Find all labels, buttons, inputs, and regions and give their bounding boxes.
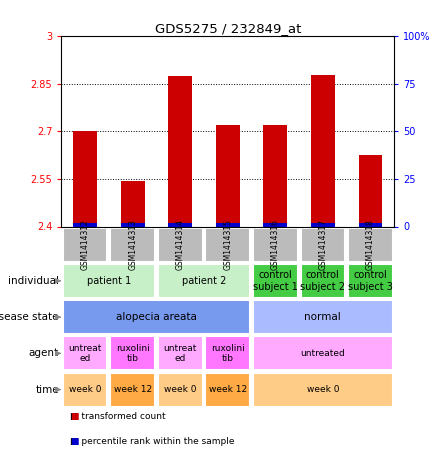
Text: ruxolini
tib: ruxolini tib [211, 344, 245, 363]
Text: GSM1414314: GSM1414314 [176, 219, 185, 270]
Bar [263, 223, 287, 226]
Bar [311, 223, 335, 226]
Text: GSM1414315: GSM1414315 [223, 219, 232, 270]
Bar [110, 227, 155, 262]
Text: time: time [35, 385, 59, 395]
Bar [300, 264, 345, 298]
Text: untreated: untreated [300, 349, 345, 358]
Bar [253, 300, 393, 334]
Bar [359, 223, 382, 226]
Text: GSM1414318: GSM1414318 [366, 219, 375, 270]
Bar [348, 227, 393, 262]
Text: ruxolini
tib: ruxolini tib [116, 344, 149, 363]
Text: week 12: week 12 [113, 385, 152, 394]
Title: GDS5275 / 232849_at: GDS5275 / 232849_at [155, 22, 301, 35]
Bar [359, 155, 382, 226]
Bar [121, 223, 145, 226]
Text: GSM1414312: GSM1414312 [81, 219, 90, 270]
Bar [73, 223, 97, 226]
Text: ■: ■ [70, 412, 78, 421]
Bar [216, 223, 240, 226]
Text: patient 1: patient 1 [87, 276, 131, 286]
Bar [168, 76, 192, 226]
Bar [63, 372, 107, 407]
Text: week 12: week 12 [208, 385, 247, 394]
Bar [158, 336, 202, 371]
Bar [168, 223, 192, 226]
Bar [311, 75, 335, 226]
Bar [121, 180, 145, 226]
Bar [253, 372, 393, 407]
Text: GSM1414316: GSM1414316 [271, 219, 280, 270]
Bar [158, 264, 250, 298]
Text: week 0: week 0 [164, 385, 197, 394]
Text: control
subject 1: control subject 1 [253, 270, 298, 292]
Text: week 0: week 0 [307, 385, 339, 394]
Text: week 0: week 0 [69, 385, 101, 394]
Text: individual: individual [8, 276, 59, 286]
Text: normal: normal [304, 312, 341, 322]
Text: control
subject 3: control subject 3 [348, 270, 393, 292]
Text: untreat
ed: untreat ed [68, 344, 102, 363]
Bar [63, 227, 107, 262]
Text: alopecia areata: alopecia areata [116, 312, 197, 322]
Text: agent: agent [29, 348, 59, 358]
Text: ■ percentile rank within the sample: ■ percentile rank within the sample [70, 437, 235, 446]
Bar [253, 264, 298, 298]
Bar [158, 372, 202, 407]
Text: patient 2: patient 2 [182, 276, 226, 286]
Text: GSM1414317: GSM1414317 [318, 219, 327, 270]
Text: disease state: disease state [0, 312, 59, 322]
Bar [110, 372, 155, 407]
Text: ■: ■ [70, 437, 78, 446]
Bar [73, 131, 97, 226]
Bar [205, 372, 250, 407]
Text: control
subject 2: control subject 2 [300, 270, 346, 292]
Bar [216, 125, 240, 226]
Bar [300, 227, 345, 262]
Bar [205, 336, 250, 371]
Bar [263, 125, 287, 226]
Bar [63, 300, 250, 334]
Bar [158, 227, 202, 262]
Bar [348, 264, 393, 298]
Text: GSM1414313: GSM1414313 [128, 219, 137, 270]
Bar [253, 336, 393, 371]
Text: ■ transformed count: ■ transformed count [70, 412, 166, 421]
Bar [253, 227, 298, 262]
Bar [63, 336, 107, 371]
Bar [205, 227, 250, 262]
Bar [110, 336, 155, 371]
Bar [63, 264, 155, 298]
Text: untreat
ed: untreat ed [163, 344, 197, 363]
